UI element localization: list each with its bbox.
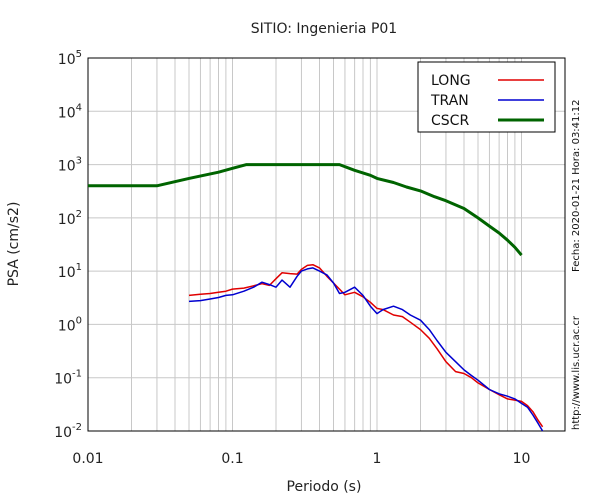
x-tick-label: 0.1 (221, 451, 243, 467)
series-layer (88, 163, 544, 432)
y-tick-label: 101 (58, 262, 82, 281)
series-line-tran (188, 267, 544, 432)
y-tick-label: 10-1 (54, 369, 82, 388)
y-tick-label: 100 (58, 315, 82, 334)
y-tick-label: 104 (58, 102, 82, 121)
legend-label-tran: TRAN (430, 93, 469, 109)
legend: LONG TRAN CSCR (417, 61, 556, 133)
y-tick-label: 105 (58, 49, 82, 68)
series-line-cscr (88, 163, 523, 257)
x-axis-label: Periodo (s) (287, 479, 362, 495)
chart-title: SITIO: Ingenieria P01 (251, 21, 397, 37)
date-time-label: Fecha: 2020-01-21 Hora: 03:41:12 (571, 100, 582, 273)
y-tick-label: 102 (58, 209, 82, 228)
legend-label-cscr: CSCR (431, 113, 469, 129)
x-tick-label: 10 (513, 451, 531, 467)
y-axis-label: PSA (cm/s2) (6, 202, 22, 287)
y-tick-labels: 10-2 10-1 100 101 102 103 104 105 (54, 49, 82, 441)
legend-label-long: LONG (431, 73, 471, 89)
x-tick-label: 1 (373, 451, 382, 467)
x-tick-label: 0.01 (72, 451, 103, 467)
plot-frame (87, 57, 566, 432)
x-tick-labels: 0.01 0.1 1 10 (72, 451, 530, 467)
y-tick-label: 103 (58, 156, 82, 175)
website-url: http://www.lis.ucr.ac.cr (571, 315, 582, 430)
y-tick-label: 10-2 (54, 422, 82, 441)
